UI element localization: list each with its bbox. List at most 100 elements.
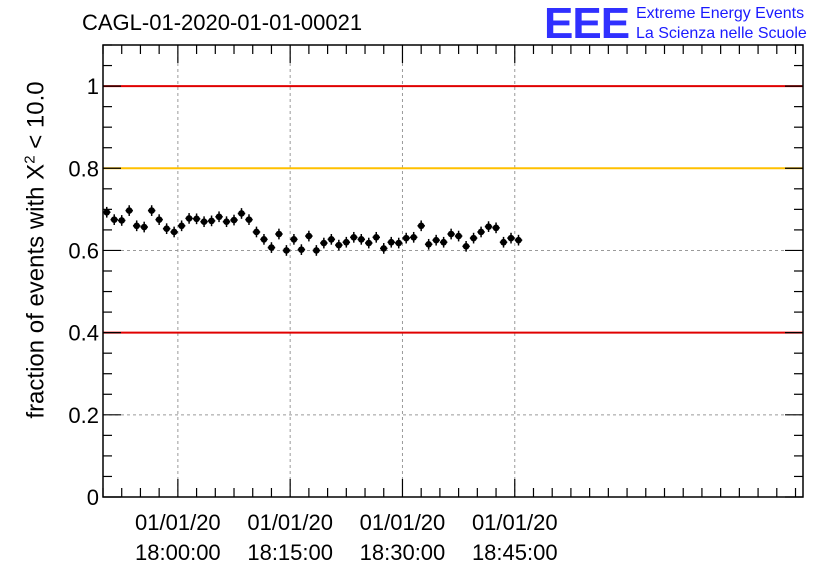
- data-point: [237, 208, 246, 219]
- point-marker: [253, 228, 260, 236]
- data-point: [357, 234, 366, 245]
- data-point: [230, 214, 238, 226]
- point-marker: [328, 236, 335, 243]
- point-marker: [208, 217, 215, 225]
- x-tick-label: 01/01/20: [247, 510, 333, 535]
- point-marker: [230, 216, 238, 224]
- axis-ticks: [102, 44, 803, 498]
- point-marker: [238, 210, 245, 217]
- y-tick-label: 0.4: [68, 321, 99, 346]
- data-point: [110, 214, 118, 225]
- point-marker: [365, 239, 373, 247]
- data-point: [380, 243, 388, 254]
- data-point: [477, 226, 485, 238]
- point-marker: [148, 207, 155, 214]
- data-point: [372, 231, 381, 243]
- point-marker: [290, 236, 298, 243]
- point-marker: [470, 234, 477, 242]
- point-marker: [440, 238, 447, 246]
- point-marker: [155, 216, 163, 223]
- point-marker: [170, 228, 178, 236]
- point-marker: [425, 240, 432, 248]
- data-point: [402, 232, 410, 244]
- point-marker: [387, 238, 395, 246]
- data-point: [177, 220, 186, 232]
- data-point: [409, 231, 418, 243]
- data-point: [342, 236, 351, 248]
- y-tick-label: 0.8: [68, 156, 99, 181]
- y-tick-label: 1: [87, 74, 99, 99]
- data-point: [305, 230, 313, 242]
- point-marker: [193, 215, 200, 223]
- y-axis-label-superscript: 2: [21, 155, 39, 164]
- data-point: [125, 205, 133, 216]
- data-point: [447, 228, 455, 240]
- data-point: [132, 220, 141, 232]
- data-point: [245, 214, 253, 225]
- data-point: [252, 226, 261, 238]
- y-axis-label-tail: < 10.0: [22, 81, 50, 156]
- point-marker: [163, 225, 170, 232]
- data-point: [185, 213, 193, 224]
- y-axis-label: fraction of events with X2 < 10.0: [22, 81, 51, 418]
- data-point: [454, 230, 463, 242]
- data-point: [365, 237, 373, 249]
- data-point: [222, 216, 231, 228]
- data-point: [462, 241, 470, 252]
- x-tick-label: 18:15:00: [247, 540, 333, 565]
- data-point: [267, 242, 276, 253]
- data-point: [499, 236, 508, 248]
- point-marker: [455, 232, 462, 240]
- data-points: [103, 205, 523, 256]
- point-marker: [395, 239, 403, 247]
- data-point: [394, 237, 403, 249]
- point-marker: [313, 247, 320, 254]
- y-axis-label-text: fraction of events with X: [22, 163, 50, 419]
- point-marker: [103, 208, 111, 216]
- data-point: [514, 234, 523, 246]
- eee-logo-mark: EEE: [544, 0, 630, 48]
- data-point: [297, 244, 306, 255]
- x-tick-label: 18:00:00: [135, 540, 221, 565]
- point-marker: [185, 215, 193, 222]
- point-marker: [245, 216, 253, 223]
- data-point: [327, 234, 336, 245]
- point-marker: [223, 218, 230, 225]
- data-point: [200, 216, 208, 228]
- point-marker: [320, 239, 328, 247]
- data-point: [432, 234, 440, 246]
- data-point: [469, 232, 478, 244]
- point-marker: [260, 236, 268, 243]
- x-tick-label: 01/01/20: [472, 510, 558, 535]
- y-tick-label: 0.2: [68, 403, 99, 428]
- data-point: [335, 239, 343, 251]
- point-marker: [477, 228, 485, 236]
- point-marker: [350, 234, 358, 241]
- point-marker: [447, 230, 455, 238]
- point-marker: [140, 223, 148, 231]
- point-marker: [462, 243, 470, 250]
- data-point: [439, 236, 448, 248]
- grid-lines: [103, 45, 803, 497]
- data-point: [207, 215, 216, 227]
- point-marker: [200, 218, 208, 225]
- data-point: [492, 222, 500, 234]
- point-marker: [515, 236, 522, 244]
- data-point: [484, 221, 493, 232]
- point-marker: [118, 217, 126, 224]
- data-point: [350, 231, 358, 243]
- y-tick-label: 0.6: [68, 238, 99, 263]
- data-point: [424, 238, 433, 250]
- point-marker: [178, 222, 185, 230]
- point-marker: [485, 223, 492, 230]
- point-marker: [298, 246, 305, 253]
- point-marker: [357, 236, 365, 243]
- data-point: [387, 236, 395, 248]
- point-marker: [275, 230, 283, 238]
- point-marker: [492, 224, 500, 232]
- data-point: [140, 221, 148, 233]
- data-point: [260, 234, 268, 245]
- data-point: [147, 205, 156, 216]
- logo-line-2: La Scienza nelle Scuole: [636, 25, 807, 42]
- point-marker: [380, 245, 388, 252]
